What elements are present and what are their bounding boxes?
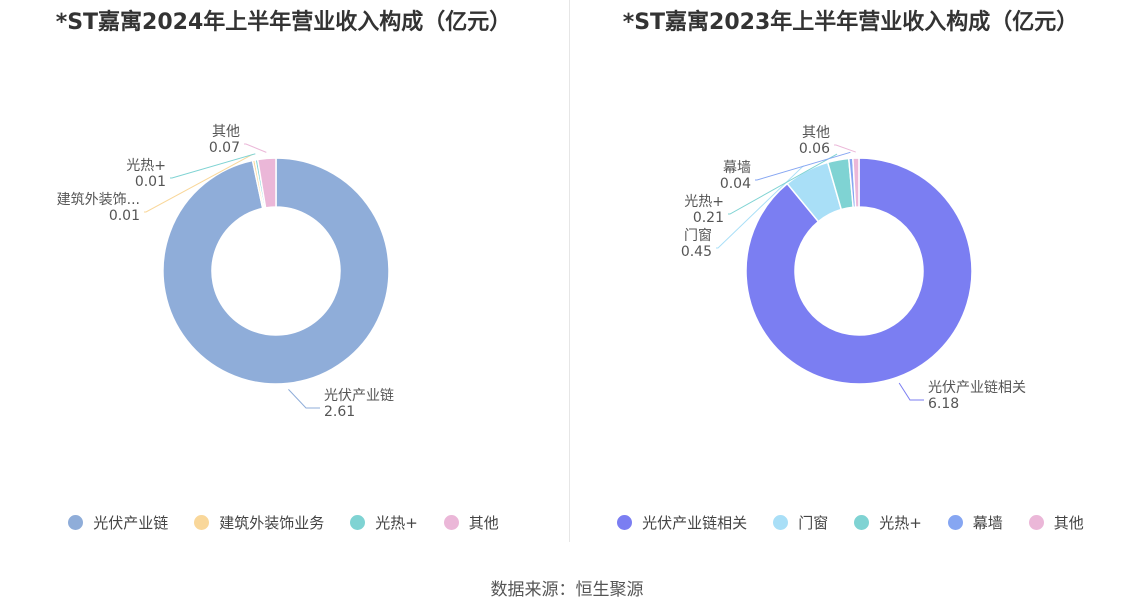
slice-label-value: 0.21	[693, 210, 724, 226]
leader-line-1	[144, 153, 253, 213]
legend-label: 光伏产业链	[93, 514, 169, 532]
slice-label-name: 光热+	[684, 194, 724, 210]
legend-item[interactable]: 光伏产业链	[68, 512, 168, 533]
legend-dot-icon	[773, 515, 789, 530]
chart-title-2024: *ST嘉寓2024年上半年营业收入构成（亿元）	[55, 10, 512, 35]
legend-label: 光热+	[375, 514, 418, 532]
leader-line-4	[834, 144, 856, 153]
panel-divider	[569, 0, 570, 542]
legend-item[interactable]: 光伏产业链相关	[617, 512, 747, 533]
chart-panel-2023: *ST嘉寓2023年上半年营业收入构成（亿元） 光伏产业链相关 6.18 门窗 0.4…	[567, 0, 1134, 560]
leader-line-1	[716, 165, 804, 249]
slice-label-name: 其他	[802, 125, 830, 141]
leader-line-0	[288, 389, 320, 409]
legend-label: 门窗	[798, 514, 829, 532]
pie-slice-2023-0	[745, 157, 973, 385]
legend-dot-icon	[617, 515, 633, 530]
slice-label-name: 光伏产业链相关	[928, 380, 1026, 396]
pie-slice-2024-3	[256, 157, 277, 209]
slice-label-name: 建筑外装饰...	[57, 192, 140, 208]
slice-label-value: 0.01	[135, 174, 166, 190]
data-source: 数据来源：恒生聚源	[490, 580, 644, 600]
leader-line-2	[170, 153, 256, 179]
leader-line-3	[755, 151, 851, 181]
leader-line-3	[244, 143, 267, 153]
legend-label: 光伏产业链相关	[642, 514, 748, 532]
slice-label-value: 0.07	[209, 140, 240, 156]
slice-label-name: 其他	[212, 124, 240, 140]
legend-item[interactable]: 其他	[443, 512, 499, 533]
slice-label-name: 门窗	[684, 227, 712, 244]
legend-label: 幕墙	[972, 514, 1003, 532]
legend-dot-icon	[68, 515, 84, 530]
legend-dot-icon	[194, 515, 210, 530]
slice-label-value: 0.01	[109, 208, 140, 224]
legend-label: 建筑外装饰业务	[219, 514, 325, 532]
legend-label: 其他	[468, 514, 499, 532]
leader-line-2	[728, 153, 838, 215]
legend-item[interactable]: 光热+	[350, 512, 418, 533]
slice-label-name: 幕墙	[723, 160, 751, 176]
legend-label: 光热+	[879, 514, 922, 532]
chart-title-2023: *ST嘉寓2023年上半年营业收入构成（亿元）	[622, 10, 1079, 35]
legend-item[interactable]: 光热+	[854, 512, 922, 533]
slice-label-name: 光热+	[126, 158, 166, 174]
pie-slice-2023-4	[852, 157, 860, 208]
legend-dot-icon	[1028, 515, 1044, 530]
slice-label-value: 2.61	[324, 404, 355, 420]
legend-2024: 光伏产业链 建筑外装饰业务 光热+ 其他	[0, 512, 567, 533]
slice-label-value: 0.04	[720, 176, 751, 192]
legend-dot-icon	[947, 515, 963, 530]
legend-label: 其他	[1053, 514, 1084, 532]
legend-item[interactable]: 建筑外装饰业务	[194, 512, 324, 533]
legend-item[interactable]: 幕墙	[947, 512, 1003, 533]
slice-label-value: 6.18	[928, 396, 959, 412]
leader-line-0	[898, 382, 924, 401]
legend-dot-icon	[854, 515, 870, 530]
pie-slice-2024-0	[162, 157, 390, 385]
legend-dot-icon	[443, 515, 459, 530]
legend-item[interactable]: 其他	[1028, 512, 1084, 533]
legend-item[interactable]: 门窗	[773, 512, 828, 533]
legend-2023: 光伏产业链相关 门窗 光热+ 幕墙 其他	[567, 512, 1134, 533]
slice-label-value: 0.45	[681, 244, 712, 260]
slice-label-name: 光伏产业链	[324, 388, 394, 404]
slice-label-value: 0.06	[799, 141, 830, 157]
chart-panel-2024: *ST嘉寓2024年上半年营业收入构成（亿元） 光伏产业链 2.61 建筑外装饰..…	[0, 0, 567, 560]
legend-dot-icon	[350, 515, 366, 530]
